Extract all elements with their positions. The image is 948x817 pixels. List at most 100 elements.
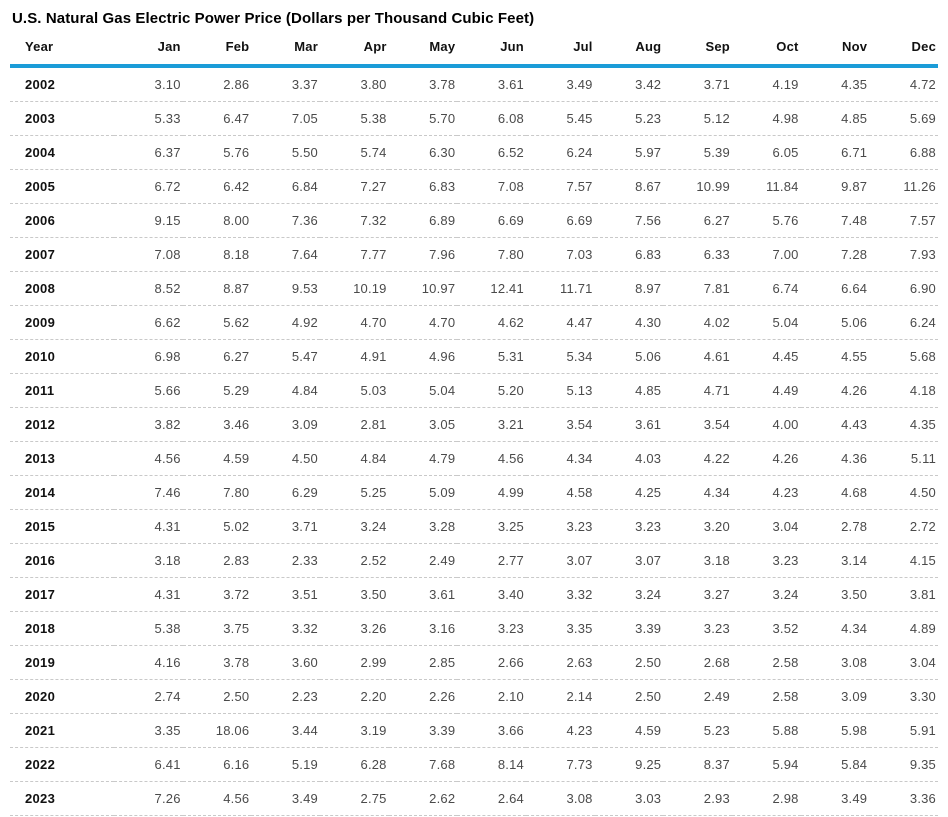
price-cell: 3.04: [909, 655, 936, 670]
price-cell: 3.49: [841, 791, 868, 806]
price-cell: 3.09: [841, 689, 868, 704]
price-cell: 2.78: [841, 519, 868, 534]
table-row: 2019 4.16 3.78 3.60 2.99 2.85 2.66 2.63 2.50 2.68…: [10, 646, 938, 680]
price-cell: 2.58: [772, 689, 799, 704]
price-cell: 6.89: [429, 213, 456, 228]
price-cell: 4.50: [291, 451, 318, 466]
price-cell: 2.49: [703, 689, 730, 704]
year-cell: 2010: [25, 349, 56, 364]
price-cell: 5.04: [772, 315, 799, 330]
price-cell: 8.14: [497, 757, 524, 772]
table-header-row: Year Jan Feb Mar Apr May Jun Jul Aug Sep Oct Nov Dec: [10, 35, 938, 66]
price-cell: 3.42: [635, 77, 662, 92]
price-cell: 6.52: [497, 145, 524, 160]
price-cell: 4.85: [635, 383, 662, 398]
price-cell: 3.08: [566, 791, 593, 806]
price-cell: 3.81: [909, 587, 936, 602]
price-cell: 3.25: [497, 519, 524, 534]
price-cell: 4.26: [841, 383, 868, 398]
price-cell: 4.68: [841, 485, 868, 500]
price-cell: 3.27: [703, 587, 730, 602]
price-cell: 3.28: [429, 519, 456, 534]
table-body: 2002 3.10 2.86 3.37 3.80 3.78 3.61 3.49 3.42 3.71…: [10, 66, 938, 817]
price-cell: 4.34: [566, 451, 593, 466]
price-cell: 7.56: [635, 213, 662, 228]
price-cell: 7.96: [429, 247, 456, 262]
table-row: 2012 3.82 3.46 3.09 2.81 3.05 3.21 3.54 3.61 3.54…: [10, 408, 938, 442]
price-cell: 5.68: [909, 349, 936, 364]
price-cell: 4.70: [360, 315, 387, 330]
col-header-month-dec: Dec: [911, 39, 936, 54]
price-cell: 5.03: [360, 383, 387, 398]
price-cell: 9.35: [909, 757, 936, 772]
price-cell: 11.26: [903, 179, 936, 194]
table-row: 2009 6.62 5.62 4.92 4.70 4.70 4.62 4.47 4.30 4.02…: [10, 306, 938, 340]
price-cell: 7.93: [909, 247, 936, 262]
price-cell: 2.20: [360, 689, 387, 704]
price-cell: 4.79: [429, 451, 456, 466]
price-cell: 3.44: [291, 723, 318, 738]
price-cell: 7.81: [703, 281, 730, 296]
price-cell: 18.06: [215, 723, 250, 738]
price-cell: 6.37: [154, 145, 181, 160]
price-cell: 4.56: [154, 451, 181, 466]
price-cell: 9.15: [154, 213, 181, 228]
price-cell: 6.90: [909, 281, 936, 296]
price-cell: 3.19: [360, 723, 387, 738]
price-cell: 3.16: [429, 621, 456, 636]
price-cell: 5.33: [154, 111, 181, 126]
price-cell: 9.25: [635, 757, 662, 772]
price-cell: 4.59: [635, 723, 662, 738]
price-cell: 5.38: [360, 111, 387, 126]
price-cell: 5.23: [703, 723, 730, 738]
price-cell: 3.60: [291, 655, 318, 670]
table-row: 2006 9.15 8.00 7.36 7.32 6.89 6.69 6.69 7.56 6.27…: [10, 204, 938, 238]
price-cell: 3.61: [429, 587, 456, 602]
price-cell: 6.88: [909, 145, 936, 160]
price-cell: 9.53: [291, 281, 318, 296]
price-cell: 7.26: [154, 791, 181, 806]
price-cell: 4.62: [497, 315, 524, 330]
col-header-month-oct: Oct: [776, 39, 799, 54]
table-row: 2016 3.18 2.83 2.33 2.52 2.49 2.77 3.07 3.07 3.18…: [10, 544, 938, 578]
price-cell: 4.18: [909, 383, 936, 398]
year-cell: 2013: [25, 451, 56, 466]
price-cell: 2.85: [429, 655, 456, 670]
table-row: 2011 5.66 5.29 4.84 5.03 5.04 5.20 5.13 4.85 4.71…: [10, 374, 938, 408]
price-cell: 7.80: [223, 485, 250, 500]
price-cell: 4.26: [772, 451, 799, 466]
year-cell: 2007: [25, 247, 56, 262]
price-cell: 3.82: [154, 417, 181, 432]
price-cell: 6.64: [841, 281, 868, 296]
year-cell: 2008: [25, 281, 56, 296]
price-cell: 2.50: [635, 689, 662, 704]
price-cell: 8.37: [703, 757, 730, 772]
price-cell: 3.05: [429, 417, 456, 432]
price-cell: 3.66: [497, 723, 524, 738]
price-cell: 2.62: [429, 791, 456, 806]
table-row: 2004 6.37 5.76 5.50 5.74 6.30 6.52 6.24 5.97 5.39…: [10, 136, 938, 170]
table-row: 2015 4.31 5.02 3.71 3.24 3.28 3.25 3.23 3.23 3.20…: [10, 510, 938, 544]
price-cell: 7.36: [291, 213, 318, 228]
price-cell: 6.84: [291, 179, 318, 194]
price-cell: 3.72: [223, 587, 250, 602]
price-cell: 4.35: [841, 77, 868, 92]
price-cell: 7.57: [566, 179, 593, 194]
price-cell: 5.12: [703, 111, 730, 126]
price-cell: 5.06: [841, 315, 868, 330]
year-cell: 2018: [25, 621, 56, 636]
price-cell: 5.19: [291, 757, 318, 772]
price-cell: 5.98: [841, 723, 868, 738]
price-cell: 4.55: [841, 349, 868, 364]
price-cell: 5.13: [566, 383, 593, 398]
price-cell: 3.10: [154, 77, 181, 92]
price-cell: 2.75: [360, 791, 387, 806]
price-cell: 2.63: [566, 655, 593, 670]
price-cell: 3.80: [360, 77, 387, 92]
price-cell: 4.92: [291, 315, 318, 330]
price-cell: 5.76: [223, 145, 250, 160]
price-cell: 4.00: [772, 417, 799, 432]
price-cell: 3.30: [909, 689, 936, 704]
price-cell: 5.70: [429, 111, 456, 126]
price-cell: 2.52: [360, 553, 387, 568]
